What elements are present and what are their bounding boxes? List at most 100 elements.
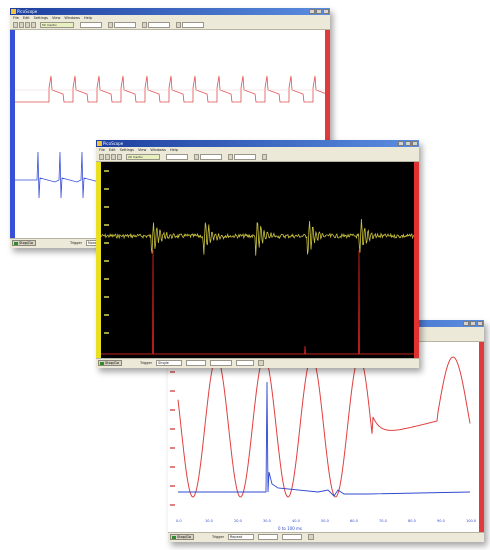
maximize-button[interactable] [316,9,322,14]
trigger-settings-icon[interactable] [258,360,264,366]
app-icon [97,141,102,146]
close-button[interactable] [412,141,418,146]
range-a-select[interactable] [114,22,136,28]
y-tick-label [170,466,175,468]
close-button[interactable] [323,9,329,14]
open-icon[interactable] [19,22,24,28]
range-b-select[interactable] [148,22,170,28]
menu-file[interactable]: File [99,148,105,152]
menu-help[interactable]: Help [83,16,92,20]
y-tick-label [104,332,109,334]
x-tick-label: 10.0 [205,519,213,523]
x-axis-ticks: 0.0 10.0 20.0 30.0 40.0 50.0 60.0 70.0 80.0 90.0 1… [176,519,476,523]
print-icon[interactable] [31,22,36,28]
trigger-label: Trigger [70,241,83,245]
channel-b-icon[interactable] [228,154,233,160]
channel-b-icon[interactable] [142,22,147,28]
save-icon[interactable] [111,154,116,160]
channel-a-icon[interactable] [108,22,113,28]
y-tick-label [104,224,109,226]
go-icon [172,536,176,539]
menu-edit[interactable]: Edit [22,16,30,20]
x-tick-label: 50.0 [321,519,329,523]
y-tick-label [170,485,175,487]
x-tick-label: 20.0 [234,519,242,523]
channel-a-trace [177,356,471,498]
channel-b-axis [414,162,419,358]
y-tick-label [104,188,109,190]
menu-help[interactable]: Help [169,148,178,152]
channel-a-trace [15,75,325,103]
new-icon[interactable] [13,22,18,28]
maximize-button[interactable] [470,321,476,326]
timebase-select[interactable]: 20 ms/div [126,154,160,160]
stop-go-button[interactable]: Stop/Go [170,534,194,540]
y-tick-label [170,504,175,506]
x-axis-label: 0 to 100 ms [278,526,302,531]
y-tick-label [104,260,109,262]
x-tick-label: 100.0 [466,519,476,523]
toolbar: 50 ms/div [10,21,330,30]
close-button[interactable] [477,321,483,326]
menu-view[interactable]: View [138,148,147,152]
open-icon[interactable] [105,154,110,160]
menu-bar: File Edit Settings View Windows Help [96,147,419,153]
menu-edit[interactable]: Edit [108,148,116,152]
y-tick-label [170,390,175,392]
plot-area: 0.0 10.0 20.0 30.0 40.0 50.0 60.0 70.0 80.0 90.0 1… [170,352,476,531]
x-tick-label: 90.0 [437,519,445,523]
timebase-select[interactable]: 50 ms/div [40,22,74,28]
samples-select[interactable] [166,154,188,160]
minimize-button[interactable] [463,321,469,326]
menu-bar: File Edit Settings View Windows Help [10,15,330,21]
title-bar[interactable]: PicoScope [10,8,330,15]
minimize-button[interactable] [309,9,315,14]
channel-a-icon[interactable] [194,154,199,160]
trigger-channel-select[interactable] [186,360,206,366]
channel-b-trace [178,381,471,497]
y-tick-label [170,371,175,373]
y-tick-label [104,170,109,172]
plot-area [101,162,414,358]
trigger-channel-select[interactable] [258,534,278,540]
y-tick-label [170,428,175,430]
menu-view[interactable]: View [52,16,61,20]
menu-settings[interactable]: Settings [119,148,134,152]
go-icon [14,242,18,245]
channel-a-axis [479,342,484,532]
trigger-edge-select[interactable] [282,534,302,540]
stop-go-button[interactable]: Stop/Go [98,360,122,366]
trigger-settings-icon[interactable] [308,534,314,540]
channel-a-trace [101,218,414,256]
trigger-mode-select[interactable]: Single [156,360,182,366]
maximize-button[interactable] [405,141,411,146]
x-tick-label: 40.0 [292,519,300,523]
go-icon [100,362,104,365]
offset-select[interactable] [182,22,204,28]
channel-a-axis [96,162,101,358]
print-icon[interactable] [117,154,122,160]
new-icon[interactable] [99,154,104,160]
samples-select[interactable] [80,22,102,28]
channel-b-trace [101,249,414,355]
minimize-button[interactable] [398,141,404,146]
menu-settings[interactable]: Settings [33,16,48,20]
menu-windows[interactable]: Windows [64,16,80,20]
scale-icon[interactable] [176,22,181,28]
x-tick-label: 0.0 [176,519,182,523]
x-tick-label: 70.0 [379,519,387,523]
range-a-select[interactable] [200,154,222,160]
x-tick-label: 30.0 [263,519,271,523]
trigger-level-input[interactable] [236,360,254,366]
y-tick-label [104,278,109,280]
menu-windows[interactable]: Windows [150,148,166,152]
save-icon[interactable] [25,22,30,28]
trigger-edge-select[interactable] [210,360,232,366]
trigger-mode-select[interactable]: Repeat [228,534,254,540]
scale-icon[interactable] [262,154,267,160]
status-bar: Stop/Go Trigger Repeat [168,532,484,542]
menu-file[interactable]: File [13,16,19,20]
range-b-select[interactable] [234,154,256,160]
title-bar[interactable]: PicoScope [96,140,419,147]
stop-go-button[interactable]: Stop/Go [12,240,36,246]
